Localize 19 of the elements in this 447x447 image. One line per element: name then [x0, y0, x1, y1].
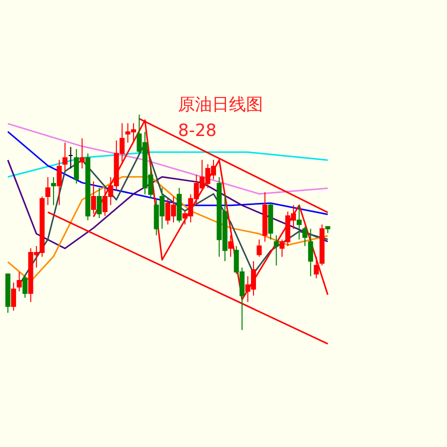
- candlestick: [302, 226, 308, 247]
- candlestick: [22, 276, 28, 298]
- candlestick: [45, 176, 50, 206]
- chart-title: 原油日线图: [178, 95, 263, 115]
- candlestick: [274, 234, 279, 266]
- candlestick: [296, 204, 302, 240]
- candlestick: [80, 138, 85, 169]
- candlestick: [51, 176, 56, 206]
- candlestick: [11, 282, 16, 312]
- candlestick: [96, 187, 102, 219]
- chart-subtitle: 8-28: [178, 121, 217, 141]
- candlestick: [256, 239, 262, 258]
- candlestick: [228, 234, 234, 258]
- candlestick: [74, 148, 79, 184]
- candlestick: [308, 228, 314, 277]
- candlestick: [56, 159, 62, 206]
- candlestick: [62, 142, 68, 172]
- candlestick: [16, 271, 22, 292]
- candlestick: [314, 256, 319, 279]
